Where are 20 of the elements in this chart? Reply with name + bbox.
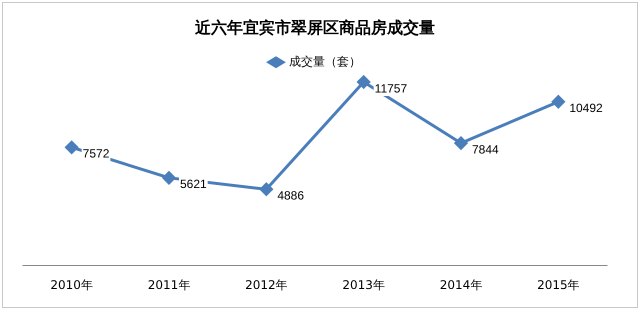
point — [65, 140, 78, 154]
x-tick-label: 2015年 — [537, 278, 580, 292]
x-tick-label: 2010年 — [50, 278, 93, 292]
point — [357, 75, 370, 88]
data-label: 10492 — [569, 101, 604, 116]
point — [552, 95, 565, 108]
x-tick-label: 2012年 — [245, 278, 288, 292]
data-label: 5621 — [180, 177, 208, 192]
data-label: 7844 — [472, 142, 500, 156]
x-tick-label: 2013年 — [342, 278, 385, 292]
x-tick-label: 2011年 — [148, 278, 190, 292]
data-label: 7572 — [82, 146, 110, 161]
data-label: 4886 — [277, 188, 304, 203]
point — [454, 136, 468, 150]
x-tick-label: 2014年 — [440, 278, 482, 292]
point — [162, 171, 176, 184]
point — [260, 182, 273, 196]
data-label: 11757 — [374, 81, 408, 96]
chart-title: 近六年宜宾市翠屏区商品房成交量 — [194, 18, 435, 37]
legend-label: 成交量（套） — [289, 54, 361, 68]
